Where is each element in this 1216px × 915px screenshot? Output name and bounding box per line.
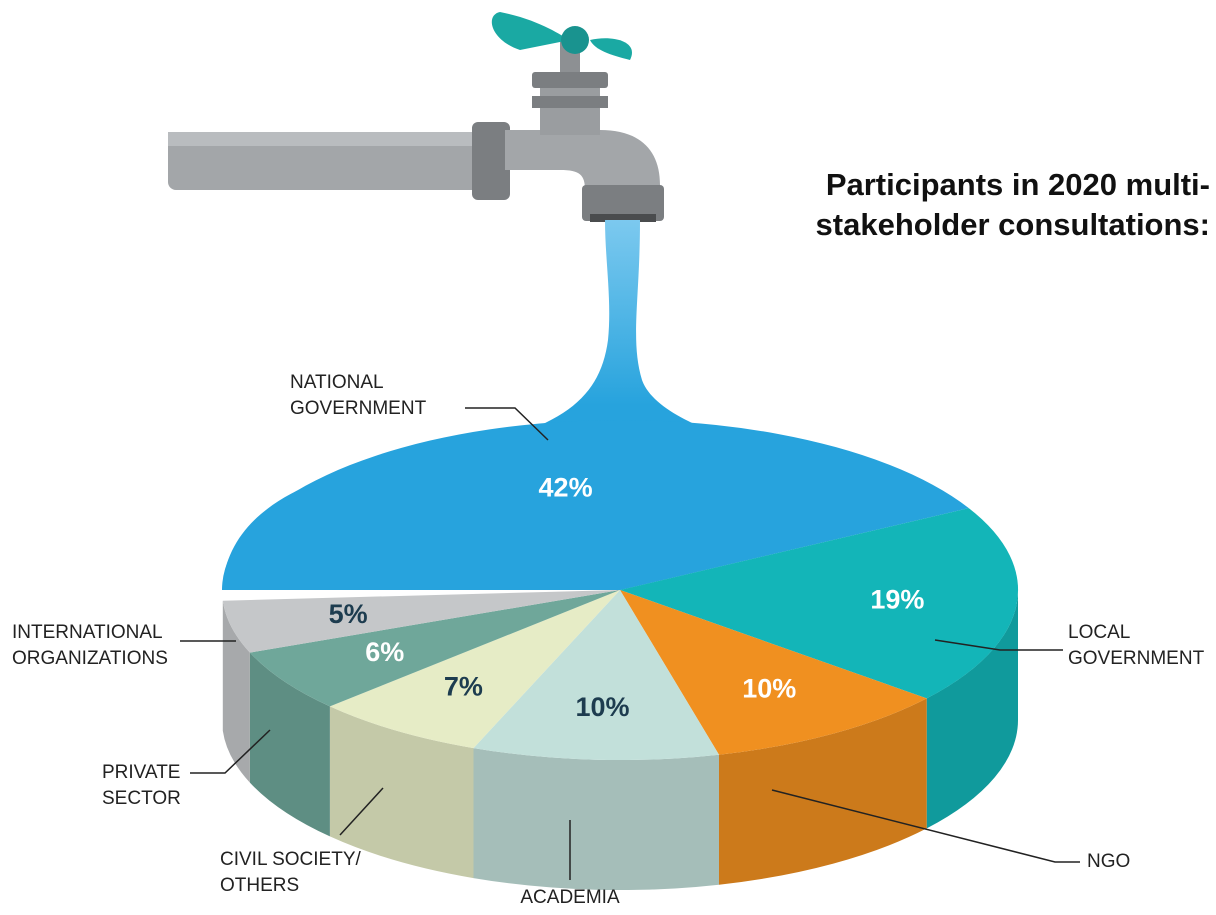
category-label: ACADEMIA	[520, 887, 620, 908]
slice-side	[473, 748, 719, 891]
value-label: 5%	[329, 599, 368, 629]
leader-lines	[180, 407, 1080, 880]
value-label: 10%	[575, 692, 629, 722]
slice-side	[719, 698, 927, 885]
slice	[620, 508, 1019, 699]
category-label: LOCAL GOVERNMENT	[1068, 622, 1205, 669]
slice	[221, 419, 969, 590]
category-label: NATIONAL GOVERNMENT	[290, 372, 427, 419]
slice-side	[222, 600, 250, 783]
slice	[249, 590, 620, 707]
value-label: 7%	[444, 672, 483, 702]
category-label: PRIVATE SECTOR	[102, 762, 181, 809]
slice	[329, 590, 620, 749]
value-label: 6%	[365, 637, 404, 667]
slice	[473, 590, 719, 761]
slice	[620, 590, 927, 755]
faucet	[168, 12, 664, 222]
value-label: 19%	[870, 584, 924, 614]
chart-title: Participants in 2020 multi-stakeholder c…	[815, 167, 1210, 242]
category-label: NGO	[1087, 851, 1131, 872]
slice	[222, 590, 621, 653]
category-label: INTERNATIONAL ORGANIZATIONS	[12, 622, 168, 669]
value-label: 42%	[539, 473, 593, 503]
value-label: 10%	[742, 674, 796, 704]
category-label: CIVIL SOCIETY/ OTHERS	[220, 849, 361, 896]
slice-side	[249, 652, 330, 837]
slice-side	[329, 706, 474, 879]
